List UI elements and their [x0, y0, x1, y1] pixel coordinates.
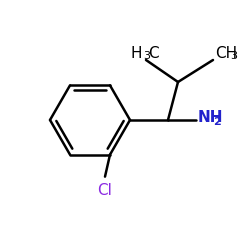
Text: NH: NH — [198, 110, 224, 124]
Text: 3: 3 — [143, 51, 150, 61]
Text: 2: 2 — [213, 117, 221, 127]
Text: CH: CH — [215, 46, 237, 60]
Text: 3: 3 — [230, 51, 237, 61]
Text: H: H — [130, 46, 142, 60]
Text: Cl: Cl — [98, 183, 112, 198]
Text: C: C — [148, 46, 159, 60]
